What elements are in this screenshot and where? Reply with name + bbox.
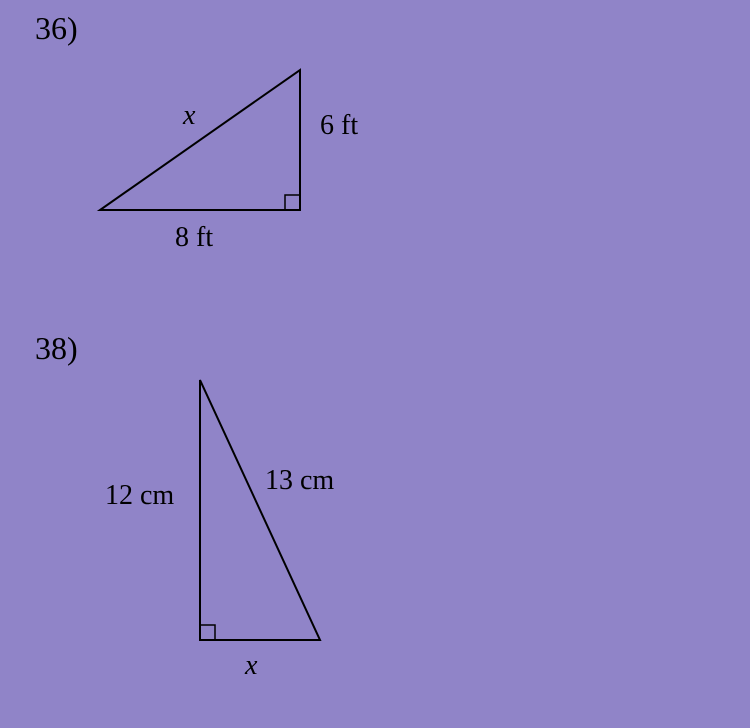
triangle-38-diagram: [0, 0, 420, 728]
worksheet-page: 36) x 6 ft 8 ft 38) 12 cm 13 cm x: [0, 0, 750, 728]
triangle-38-shape: [200, 380, 320, 640]
label-38-hypotenuse: 13 cm: [265, 465, 334, 497]
label-38-vertical: 12 cm: [105, 480, 174, 512]
right-angle-38-icon: [200, 625, 215, 640]
label-38-base: x: [245, 650, 257, 682]
